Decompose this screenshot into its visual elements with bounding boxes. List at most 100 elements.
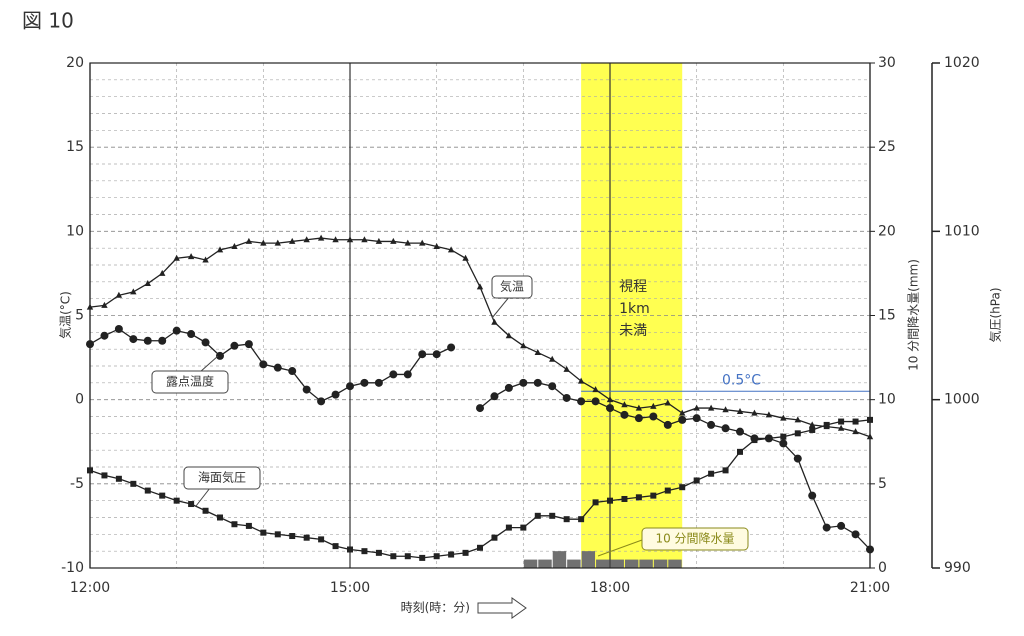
y2-tick-label: 20	[878, 223, 896, 239]
point	[664, 487, 671, 494]
point	[578, 516, 585, 523]
point	[433, 242, 440, 249]
point	[504, 383, 513, 392]
point	[432, 350, 441, 359]
point	[202, 256, 209, 263]
point	[838, 418, 845, 425]
legend-label: 海面気圧	[198, 470, 246, 485]
legend-label: 10 分間降水量	[655, 532, 734, 546]
highlight-label: 未満	[619, 323, 647, 339]
point	[231, 242, 238, 249]
bar	[610, 559, 624, 568]
point	[159, 492, 166, 499]
point	[736, 407, 744, 414]
point	[837, 521, 846, 530]
point	[577, 377, 585, 384]
point	[793, 454, 802, 463]
point	[534, 512, 541, 519]
point	[404, 553, 411, 560]
bar	[581, 551, 596, 568]
point	[837, 424, 845, 431]
point	[187, 330, 196, 339]
point	[809, 426, 816, 433]
point	[101, 301, 108, 308]
point	[477, 544, 483, 551]
point	[288, 367, 297, 376]
point	[650, 492, 657, 499]
point	[621, 401, 628, 408]
point	[144, 280, 151, 287]
y2-tick-label: 0	[878, 560, 887, 576]
point	[130, 480, 137, 487]
bar	[668, 559, 682, 568]
y-tick-label: 10	[66, 223, 84, 239]
point	[404, 239, 411, 246]
point	[244, 340, 253, 349]
bar	[653, 559, 668, 568]
point	[389, 370, 398, 379]
point	[230, 341, 239, 350]
y2-tick-label: 30	[878, 55, 896, 71]
point	[331, 390, 340, 399]
point	[851, 530, 860, 539]
y2-axis-label: 10 分間降水量(mm)	[907, 259, 921, 371]
point	[634, 414, 643, 423]
point	[274, 239, 281, 246]
y-tick-label: 0	[75, 392, 84, 408]
point	[751, 409, 758, 416]
point	[447, 343, 456, 352]
point	[809, 421, 816, 428]
point	[520, 342, 527, 349]
point	[490, 392, 499, 401]
point	[534, 349, 541, 356]
point	[765, 411, 773, 418]
point	[693, 477, 700, 484]
point	[217, 514, 223, 521]
y3-tick-label: 1020	[944, 55, 980, 71]
point	[447, 246, 455, 253]
point	[823, 421, 830, 428]
point	[346, 382, 354, 391]
series-callout: 10 分間降水量	[597, 527, 749, 557]
bar	[596, 559, 610, 568]
x-tick-label: 21:00	[850, 580, 890, 596]
point	[245, 522, 252, 529]
point	[173, 497, 180, 504]
highlight-label: 視程	[619, 279, 647, 295]
y3-tick-label: 1010	[944, 223, 980, 239]
point	[620, 410, 629, 419]
y3-tick-label: 1000	[944, 392, 980, 408]
point	[303, 534, 310, 541]
point	[361, 236, 368, 243]
bar	[523, 559, 538, 568]
point	[317, 397, 326, 406]
point	[708, 470, 715, 477]
point	[289, 237, 296, 244]
point	[375, 549, 382, 556]
point	[462, 549, 469, 556]
point	[794, 430, 801, 437]
point	[318, 536, 325, 543]
point	[780, 433, 787, 440]
point	[721, 424, 730, 433]
point	[201, 338, 210, 347]
point	[114, 324, 123, 333]
point	[274, 531, 281, 538]
point	[115, 291, 123, 298]
point	[663, 420, 672, 429]
point	[476, 404, 484, 413]
point	[260, 529, 267, 536]
point	[375, 237, 383, 244]
point	[549, 512, 556, 519]
point	[173, 254, 180, 261]
legend-label: 気温	[500, 279, 524, 294]
point	[736, 427, 744, 436]
y-tick-label: -5	[70, 476, 84, 492]
y-tick-label: -10	[61, 560, 84, 576]
x-tick-label: 12:00	[70, 580, 110, 596]
point	[692, 414, 701, 423]
point	[533, 378, 542, 387]
y2-tick-label: 5	[878, 476, 887, 492]
point	[794, 416, 801, 423]
point	[462, 254, 469, 261]
